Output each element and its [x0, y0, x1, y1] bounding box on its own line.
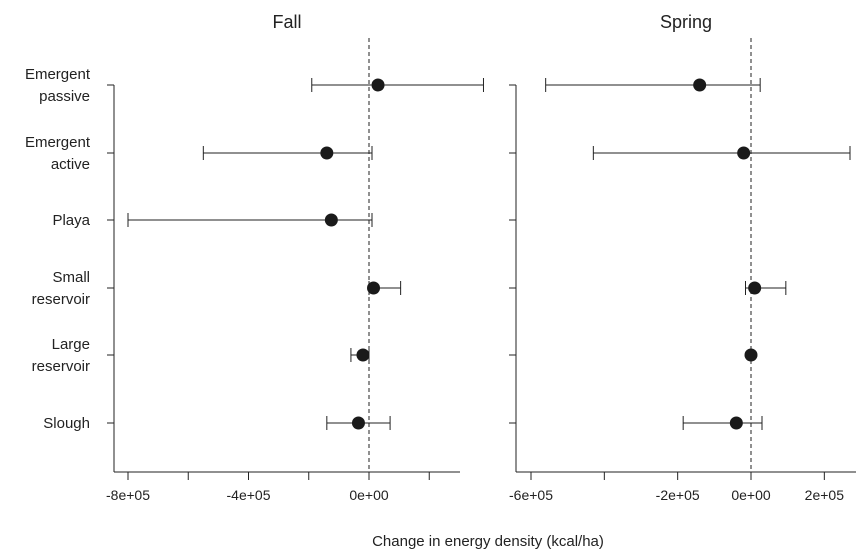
estimate-point	[748, 281, 762, 295]
category-label: passive	[39, 88, 90, 105]
estimate-point	[367, 281, 381, 295]
x-tick-label: 0e+00	[731, 487, 771, 503]
fall-panel: Fall -8e+05 -4e+05 0e+00	[106, 12, 484, 503]
category-label: active	[51, 156, 90, 173]
estimate-point	[320, 146, 334, 160]
spring-panel: Spring -6e+05 -2e+05 0e+00 2e+05	[509, 12, 856, 503]
x-tick-label: 0e+00	[349, 487, 389, 503]
estimate-point	[324, 213, 338, 227]
estimate-point	[737, 146, 751, 160]
x-tick-label: -4e+05	[227, 487, 271, 503]
estimate-point	[744, 348, 758, 362]
category-label: Emergent	[25, 66, 91, 83]
x-tick-label: -8e+05	[106, 487, 150, 503]
category-label: Slough	[43, 415, 90, 432]
x-tick-label: -6e+05	[509, 487, 553, 503]
x-axis-title: Change in energy density (kcal/ha)	[372, 533, 604, 550]
category-labels: Emergent passive Emergent active Playa Small r…	[25, 66, 91, 432]
category-label: Playa	[52, 212, 90, 229]
category-label: Emergent	[25, 134, 91, 151]
estimate-point	[371, 78, 385, 92]
estimate-point	[729, 416, 743, 430]
panel-title: Spring	[660, 12, 712, 32]
category-label: Small	[52, 269, 90, 286]
estimate-point	[693, 78, 707, 92]
category-label: reservoir	[32, 291, 90, 308]
category-label: Large	[52, 336, 90, 353]
estimate-point	[351, 416, 365, 430]
panel-title: Fall	[272, 12, 301, 32]
category-label: reservoir	[32, 358, 90, 375]
estimate-point	[356, 348, 370, 362]
x-tick-label: 2e+05	[805, 487, 845, 503]
x-tick-label: -2e+05	[656, 487, 700, 503]
